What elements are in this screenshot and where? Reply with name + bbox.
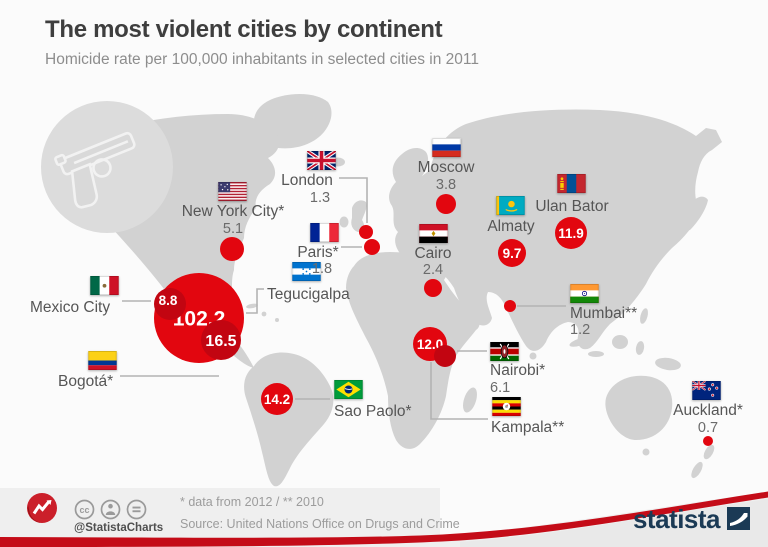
city-label-nairobi: Nairobi* <box>490 362 546 379</box>
statista-chart-logo-icon <box>27 493 57 523</box>
handgun-icon <box>54 131 136 209</box>
page-subtitle: Homicide rate per 100,000 inhabitants in… <box>45 51 479 68</box>
city-label-kampala: Kampala** <box>491 419 565 436</box>
flag-mn-icon <box>557 174 586 193</box>
source-credit: Source: United Nations Office on Drugs a… <box>180 517 460 531</box>
handgun-badge <box>41 101 173 233</box>
bubble-value-mexicocity: 8.8 <box>159 293 178 308</box>
footer-bar: cc @StatistaCharts * data from 2012 / **… <box>0 488 768 547</box>
city-value-cairo: 2.4 <box>422 262 444 278</box>
flag-gb-icon <box>306 149 337 172</box>
connector-london <box>339 177 368 223</box>
flag-hn-icon <box>292 262 321 281</box>
connector-tegucigalpa <box>246 288 264 314</box>
bubble-london <box>359 225 373 239</box>
svg-text:cc: cc <box>79 505 89 515</box>
city-label-mumbai: Mumbai** <box>570 305 638 322</box>
flag-in-icon <box>570 284 599 303</box>
city-value-paris: 1.8 <box>311 261 333 277</box>
city-value-london: 1.3 <box>309 190 331 206</box>
bubble-cairo <box>424 279 442 297</box>
city-value-auckland: 0.7 <box>697 420 719 436</box>
bubble-paris <box>364 239 380 255</box>
flag-us-icon <box>218 182 247 201</box>
cc-icon: cc <box>74 499 95 520</box>
city-label-newyork: New York City* <box>181 203 285 220</box>
bubble-newyork <box>220 237 244 261</box>
city-value-moscow: 3.8 <box>435 177 457 193</box>
no-derivatives-equals-icon <box>126 499 147 520</box>
city-label-saopaolo: Sao Paolo* <box>334 403 412 420</box>
bubble-ulanbator <box>555 217 587 249</box>
flag-mx-icon <box>90 276 119 295</box>
bubble-moscow <box>436 194 456 214</box>
city-label-ulanbator: Ulan Bator <box>535 198 609 215</box>
bubble-value-bogota: 16.5 <box>205 333 236 350</box>
flag-nz-icon <box>691 380 721 400</box>
city-value-newyork: 5.1 <box>222 221 244 237</box>
statista-brand: statista <box>632 503 750 534</box>
flag-ru-icon <box>432 138 461 157</box>
bubble-auckland <box>703 436 713 446</box>
statista-square-logo-icon <box>727 507 750 530</box>
bubble-value-ulanbator: 11.9 <box>558 226 584 241</box>
bubble-nairobi <box>434 345 456 367</box>
city-label-cairo: Cairo <box>414 245 452 262</box>
flag-kz-icon <box>496 196 525 215</box>
city-value-nairobi: 6.1 <box>490 380 511 396</box>
homicide-bubbles: 102.216.514.212.011.99.78.8 <box>154 194 713 446</box>
footer-swoosh <box>0 488 768 547</box>
city-label-mexicocity: Mexico City <box>30 299 111 316</box>
city-value-mumbai: 1.2 <box>570 322 591 338</box>
flag-fr-icon <box>310 223 339 242</box>
city-label-tegucigalpa: Tegucigalpa <box>267 286 350 303</box>
flag-co-icon <box>88 351 117 370</box>
flag-eg-icon <box>419 224 448 243</box>
city-label-london: London <box>281 172 333 189</box>
city-label-almaty: Almaty <box>487 218 535 235</box>
city-label-auckland: Auckland* <box>673 402 743 419</box>
city-label-moscow: Moscow <box>417 159 475 176</box>
statista-wordmark: statista <box>632 503 721 534</box>
city-label-paris: Paris* <box>297 244 339 261</box>
bubble-value-saopaolo: 14.2 <box>264 392 290 407</box>
statista-charts-handle: @StatistaCharts <box>74 522 164 534</box>
connector-kampala <box>430 362 488 420</box>
city-label-bogota: Bogotá* <box>58 373 114 390</box>
license-icons: cc <box>74 499 147 520</box>
attribution-person-icon <box>100 499 121 520</box>
bubble-bogota <box>201 320 241 360</box>
connector-lines <box>120 177 566 420</box>
bubble-mumbai <box>504 300 516 312</box>
bubble-mexicocity <box>154 288 186 320</box>
flag-br-icon <box>334 380 363 399</box>
bubble-value-almaty: 9.7 <box>503 246 522 261</box>
page-title: The most violent cities by continent <box>45 16 443 43</box>
bubble-saopaolo <box>261 383 293 415</box>
bubble-almaty <box>498 239 526 267</box>
bubble-value-kampala: 12.0 <box>417 337 443 352</box>
data-year-note: * data from 2012 / ** 2010 <box>180 495 324 509</box>
flag-ke-icon <box>490 342 519 361</box>
flag-ug-icon <box>492 397 521 417</box>
